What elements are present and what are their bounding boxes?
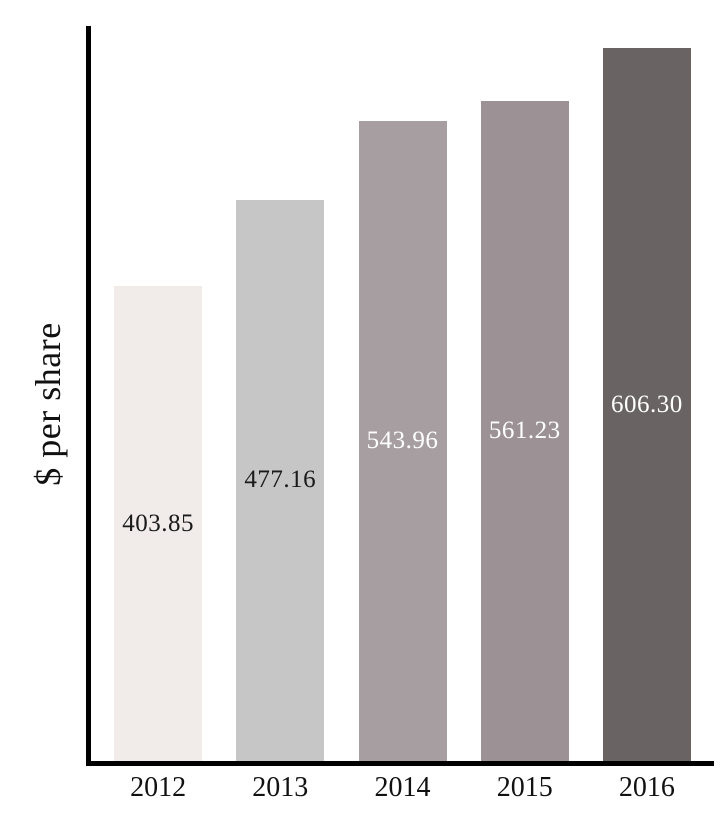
bar-value-label-2014: 543.96 [366, 427, 439, 455]
bar-value-label-2012: 403.85 [122, 509, 194, 537]
x-tick-label-2016: 2016 [618, 772, 675, 803]
bar-2014: 543.96 [358, 121, 447, 761]
bar-2015: 561.23 [480, 101, 569, 761]
bar-value-label-2013: 477.16 [244, 466, 317, 494]
x-tick-label-2015: 2015 [496, 772, 553, 803]
bar-column-2016: 606.30 [586, 26, 708, 761]
bars-container: 403.85 477.16 543.96 561.23 606.30 [91, 26, 714, 761]
x-tick-label-2012: 2012 [130, 772, 187, 803]
bar-2013: 477.16 [236, 199, 325, 761]
y-axis-label: $ per share [28, 322, 68, 486]
bar-2012: 403.85 [114, 286, 203, 761]
bar-2016: 606.30 [602, 48, 691, 761]
bar-column-2015: 561.23 [464, 26, 586, 761]
x-tick-label-2013: 2013 [252, 772, 309, 803]
bar-value-label-2016: 606.30 [611, 390, 683, 418]
bar-column-2014: 543.96 [341, 26, 463, 761]
x-axis-tick-labels: 2012 2013 2014 2015 2016 [91, 772, 714, 804]
bar-column-2012: 403.85 [97, 26, 219, 761]
x-tick-label-2014: 2014 [374, 772, 431, 803]
bar-column-2013: 477.16 [219, 26, 341, 761]
plot-area: 403.85 477.16 543.96 561.23 606.30 [86, 26, 714, 766]
bar-value-label-2015: 561.23 [488, 417, 561, 444]
